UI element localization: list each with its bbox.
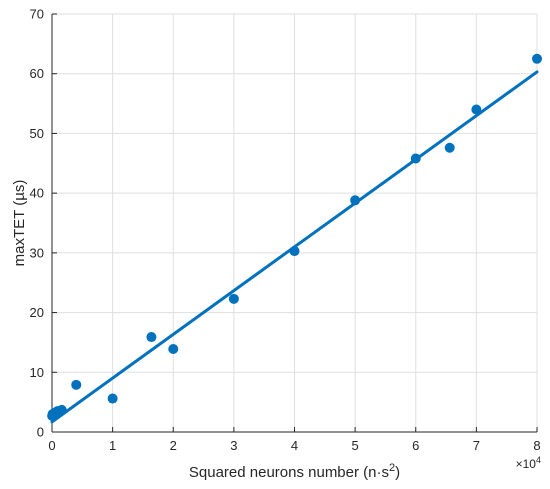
x-axis-label: Squared neurons number (n·s2) (189, 462, 400, 481)
x-tick-label: 6 (412, 438, 419, 453)
data-point (410, 153, 421, 164)
x-axis-exponent-power: 4 (536, 455, 541, 465)
y-tick-label: 50 (30, 126, 44, 141)
x-axis-label-suffix: ) (395, 464, 400, 481)
data-point (532, 53, 542, 64)
x-axis-label-main: Squared neurons number (n·s (189, 464, 389, 481)
x-tick-label: 1 (109, 438, 116, 453)
data-point (168, 343, 179, 354)
y-tick-label: 0 (37, 425, 44, 440)
y-tick-label: 10 (30, 365, 44, 380)
y-tick-label: 60 (30, 66, 44, 81)
x-tick-label: 4 (291, 438, 298, 453)
x-tick-label: 7 (473, 438, 480, 453)
data-point (471, 104, 482, 115)
data-points (47, 53, 542, 421)
y-tick-label: 70 (30, 7, 44, 22)
x-axis-exponent: ×104 (516, 455, 541, 471)
x-tick-label: 5 (352, 438, 359, 453)
data-point (444, 142, 455, 153)
data-point (228, 293, 239, 304)
x-axis-exponent-base: ×10 (516, 457, 537, 471)
data-point (146, 332, 157, 343)
x-axis-label-superscript: 2 (389, 462, 395, 474)
x-tick-label: 0 (48, 438, 55, 453)
data-point (107, 393, 118, 404)
y-tick-label: 20 (30, 305, 44, 320)
data-point (71, 379, 82, 390)
data-point (289, 246, 300, 257)
y-tick-label: 30 (30, 245, 44, 260)
y-tick-label: 40 (30, 186, 44, 201)
ticks: 0 1 2 3 4 5 6 7 8 0 10 20 30 40 50 60 70 (30, 7, 541, 454)
x-tick-label: 3 (230, 438, 237, 453)
y-axis-label: maxTET (µs) (11, 180, 28, 267)
data-point (350, 195, 361, 206)
x-tick-label: 8 (533, 438, 540, 453)
data-point (56, 404, 67, 415)
x-tick-label: 2 (170, 438, 177, 453)
